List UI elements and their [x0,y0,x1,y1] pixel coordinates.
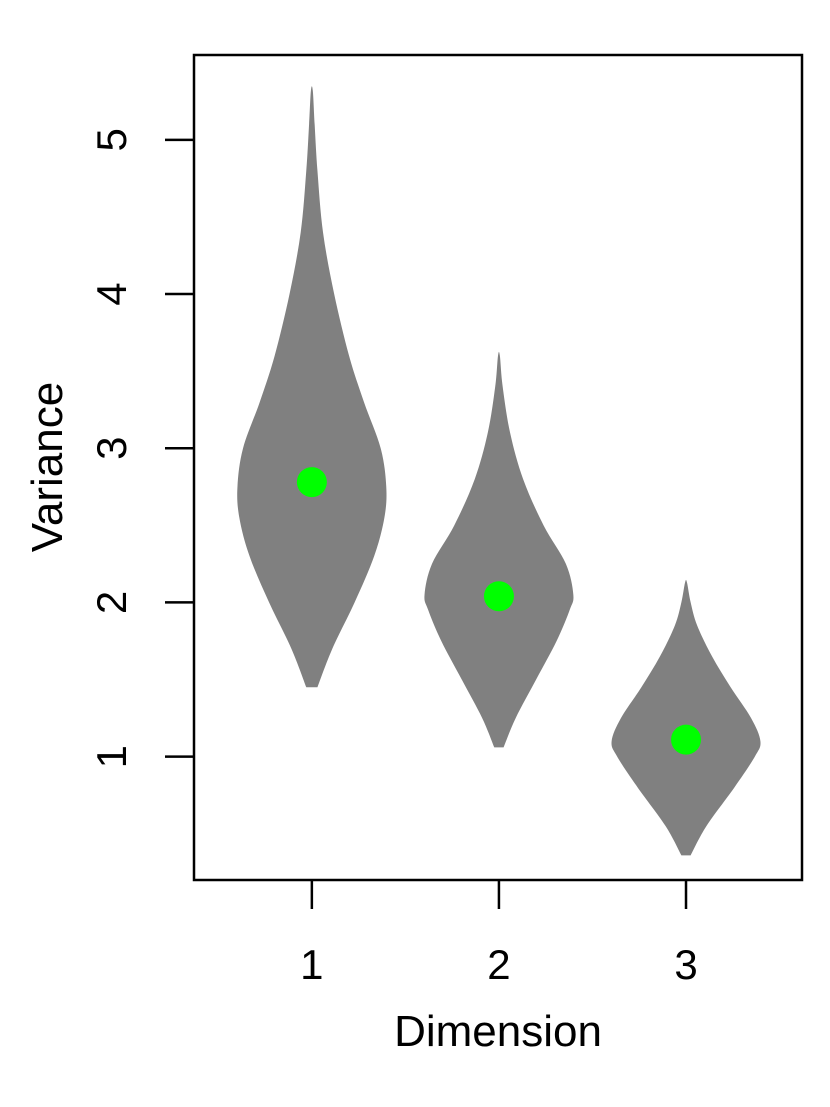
mean-marker-1 [296,467,327,498]
y-axis-label: Variance [23,382,72,552]
x-axis-label: Dimension [394,1007,602,1056]
x-tick-label-2: 2 [487,941,510,988]
x-tick-label-3: 3 [674,941,697,988]
y-tick-label-2: 2 [88,591,135,614]
plot-layer [237,86,761,856]
axis-layer: 1 2 3 1 2 3 4 5 [88,128,698,988]
mean-marker-2 [483,581,514,612]
violin-1 [237,86,387,688]
y-tick-label-1: 1 [88,745,135,768]
y-tick-label-4: 4 [88,282,135,305]
y-tick-label-5: 5 [88,128,135,151]
violin-3 [611,579,761,856]
y-tick-label-3: 3 [88,437,135,460]
x-tick-label-1: 1 [300,941,323,988]
violin-2 [424,351,574,748]
mean-marker-3 [671,724,702,755]
